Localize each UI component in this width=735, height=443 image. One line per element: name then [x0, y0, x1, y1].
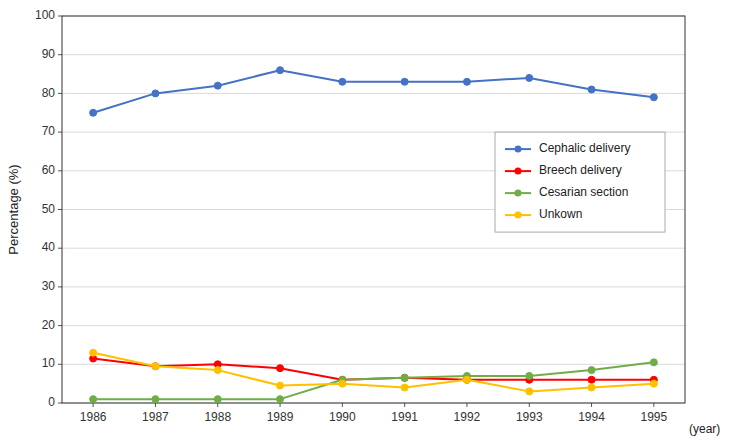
grid-line — [62, 248, 685, 249]
y-tick-label: 30 — [42, 279, 56, 293]
x-tick — [217, 403, 218, 407]
y-tick — [58, 93, 62, 94]
legend-swatch-marker — [515, 146, 522, 153]
y-tick — [58, 286, 62, 287]
x-tick — [280, 403, 281, 407]
y-tick-label: 0 — [48, 395, 55, 409]
legend-box — [495, 132, 665, 232]
x-tick-label: 1989 — [267, 410, 294, 424]
series-line — [93, 358, 654, 379]
series-marker — [526, 388, 533, 395]
series-marker — [90, 349, 97, 356]
y-tick — [58, 54, 62, 55]
series-marker — [650, 359, 657, 366]
series-marker — [152, 90, 159, 97]
y-tick-label: 10 — [42, 356, 56, 370]
x-tick-label: 1990 — [329, 410, 356, 424]
x-tick — [342, 403, 343, 407]
y-tick — [58, 170, 62, 171]
x-tick — [591, 403, 592, 407]
legend-swatch-marker — [515, 168, 522, 175]
series-marker — [526, 372, 533, 379]
y-tick-label: 60 — [42, 163, 56, 177]
x-tick-label: 1986 — [80, 410, 107, 424]
series-marker — [277, 67, 284, 74]
series-marker — [339, 380, 346, 387]
legend-label: Cephalic delivery — [539, 141, 630, 155]
legend-swatch-marker — [515, 212, 522, 219]
series-marker — [588, 86, 595, 93]
plot-background — [62, 16, 685, 403]
series-marker — [650, 380, 657, 387]
y-tick-label: 70 — [42, 124, 56, 138]
x-tick — [653, 403, 654, 407]
series-marker — [401, 374, 408, 381]
series-line — [93, 70, 654, 113]
series-marker — [401, 78, 408, 85]
series-line — [93, 353, 654, 392]
y-tick-label: 100 — [35, 8, 55, 22]
y-tick — [58, 132, 62, 133]
y-tick — [58, 209, 62, 210]
series-marker — [463, 376, 470, 383]
x-tick-label: 1994 — [578, 410, 605, 424]
y-tick — [58, 16, 62, 17]
x-tick-label: 1991 — [391, 410, 418, 424]
series-marker — [277, 382, 284, 389]
series-marker — [214, 396, 221, 403]
series-marker — [463, 376, 470, 383]
grid-line — [62, 325, 685, 326]
x-tick-label: 1988 — [204, 410, 231, 424]
series-marker — [463, 78, 470, 85]
legend: Cephalic delivery Breech delivery Cesarian… — [495, 132, 665, 232]
y-tick-label: 80 — [42, 86, 56, 100]
series-marker — [401, 384, 408, 391]
series-marker — [152, 396, 159, 403]
x-axis-label: (year) — [689, 422, 720, 436]
y-tick-label: 50 — [42, 202, 56, 216]
series-marker — [588, 367, 595, 374]
y-tick — [58, 403, 62, 404]
legend-label: Cesarian section — [539, 185, 628, 199]
x-tick — [404, 403, 405, 407]
y-tick — [58, 248, 62, 249]
series-marker — [90, 396, 97, 403]
series-marker — [152, 363, 159, 370]
series-marker — [401, 374, 408, 381]
plot-area — [90, 67, 658, 403]
x-tick-label: 1995 — [640, 410, 667, 424]
x-tick-label: 1993 — [516, 410, 543, 424]
grid-line — [62, 54, 685, 55]
legend-swatch-marker — [515, 190, 522, 197]
y-tick-label: 20 — [42, 318, 56, 332]
y-tick — [58, 325, 62, 326]
x-tick — [155, 403, 156, 407]
series-marker — [650, 94, 657, 101]
series-marker — [526, 74, 533, 81]
series-marker — [214, 367, 221, 374]
series-marker — [588, 384, 595, 391]
y-axis-label: Percentage (%) — [6, 164, 21, 254]
x-tick-label: 1992 — [454, 410, 481, 424]
legend-label: Breech delivery — [539, 163, 622, 177]
series-marker — [214, 82, 221, 89]
x-tick-label: 1987 — [142, 410, 169, 424]
series-marker — [90, 109, 97, 116]
grid-line — [62, 286, 685, 287]
chart: 0 10 20 30 40 50 60 70 80 90 100 1986 1987 1988 1989 19… — [0, 0, 735, 443]
x-tick — [466, 403, 467, 407]
series-marker — [277, 365, 284, 372]
legend-label: Unkown — [539, 207, 582, 221]
series-marker — [339, 78, 346, 85]
series-marker — [588, 376, 595, 383]
x-tick — [93, 403, 94, 407]
series-marker — [277, 396, 284, 403]
plot-frame — [62, 16, 685, 403]
y-tick — [58, 364, 62, 365]
x-tick — [529, 403, 530, 407]
y-tick-label: 90 — [42, 47, 56, 61]
y-tick-label: 40 — [42, 240, 56, 254]
series-marker — [152, 363, 159, 370]
